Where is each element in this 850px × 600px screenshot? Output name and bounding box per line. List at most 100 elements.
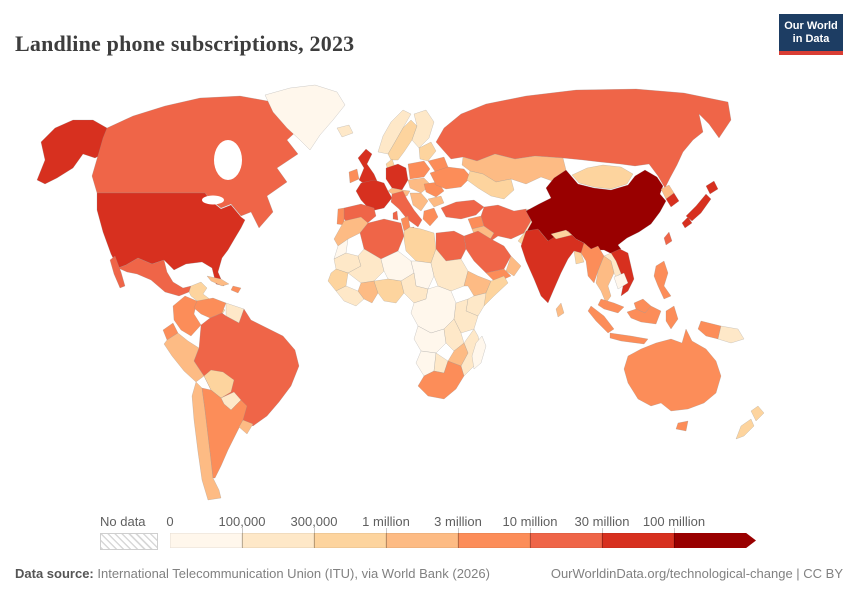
great-lakes [202,195,224,205]
legend-tick-mark [242,528,243,548]
country-malaysia[interactable] [597,298,625,314]
country-argentina[interactable] [201,387,248,479]
legend-bin-swatch-4[interactable] [458,533,530,548]
country-morocco[interactable] [333,216,369,247]
legend-bin-swatch-6[interactable] [602,533,674,548]
country-myanmar[interactable] [580,242,605,284]
legend-tick-mark [386,528,387,548]
country-taiwan[interactable] [663,231,673,246]
legend-tick-label: 3 million [434,514,482,529]
legend-bin-swatch-2[interactable] [314,533,386,548]
country-iran[interactable] [480,204,532,244]
legend-bin-swatch-0[interactable] [170,533,242,548]
owid-logo-box: Our World in Data [779,14,843,51]
country-japan-honshu[interactable] [685,193,712,222]
map-legend: No data 0 100,000 300,000 1 million 3 mi… [0,512,850,554]
country-greenland[interactable] [264,84,346,151]
page-title: Landline phone subscriptions, 2023 [15,30,355,56]
data-source-value: International Telecommunication Union (I… [93,566,490,581]
country-yemen[interactable] [485,268,512,284]
country-zimbabwe[interactable] [447,342,469,367]
country-italy-sardinia[interactable] [392,210,399,221]
legend-tick-label: 0 [166,514,174,529]
world-map [36,84,765,501]
legend-tick-label: 30 million [574,514,630,529]
legend-tick-mark [530,528,531,548]
country-baltics[interactable] [418,141,437,162]
country-finland[interactable] [411,109,435,149]
legend-no-data-swatch[interactable] [100,533,158,550]
country-sri-lanka[interactable] [555,302,565,318]
country-turkey[interactable] [440,199,485,220]
country-thailand[interactable] [595,255,615,304]
legend-tick-label: 300,000 [290,514,338,529]
country-poland[interactable] [407,160,431,180]
legend-tick-label: 1 million [362,514,410,529]
country-south-africa[interactable] [417,360,465,400]
country-new-zealand-south[interactable] [735,418,755,440]
country-indonesia-sumatra[interactable] [587,305,615,334]
country-madagascar[interactable] [471,335,487,370]
legend-no-data-label: No data [100,514,146,529]
owid-logo-red-bar [779,51,843,55]
legend-bin-swatch-3[interactable] [386,533,458,548]
country-hispaniola[interactable] [230,285,242,294]
country-libya[interactable] [403,226,437,264]
country-mexico[interactable] [117,257,192,297]
country-philippines[interactable] [653,260,672,300]
country-france[interactable] [355,179,393,212]
country-angola[interactable] [413,325,447,354]
country-mexico-baja[interactable] [109,255,126,289]
country-nepal[interactable] [550,229,573,240]
country-saudi-arabia[interactable] [463,230,512,274]
legend-tick-label: 100 million [642,514,706,529]
legend-tick-mark [674,528,675,548]
legend-tick-mark [602,528,603,548]
data-source-note: Data source: International Telecommunica… [15,566,490,581]
owid-logo-line1: Our World [784,20,838,32]
country-japan-kyushu[interactable] [681,216,693,229]
country-indonesia-java[interactable] [609,332,649,345]
credit-line: OurWorldinData.org/technological-change … [550,566,843,581]
country-greece[interactable] [422,207,439,227]
country-south-korea[interactable] [665,192,680,208]
country-indonesia-sulawesi[interactable] [665,305,679,330]
country-cuba[interactable] [206,275,230,287]
country-vietnam[interactable] [610,248,635,297]
country-ireland[interactable] [348,168,360,184]
country-bulgaria[interactable] [427,195,445,208]
legend-bin-swatch-5[interactable] [530,533,602,548]
legend-bin-swatch-7[interactable] [674,533,756,548]
country-ukraine[interactable] [429,166,472,190]
country-nigeria[interactable] [373,278,405,304]
country-cameroon-car[interactable] [400,272,429,304]
country-germany[interactable] [385,163,409,191]
country-new-zealand-north[interactable] [750,405,765,422]
legend-tick-label: 100,000 [218,514,266,529]
country-bangladesh[interactable] [573,250,585,265]
legend-tick-mark [314,528,315,548]
country-indonesia-kalimantan[interactable] [626,305,662,325]
country-cambodia[interactable] [613,272,629,290]
country-united-states[interactable] [96,192,246,287]
data-source-label: Data source: [15,566,94,581]
country-bolivia[interactable] [203,369,235,399]
country-balkans[interactable] [409,192,429,212]
country-australia-tasmania[interactable] [675,420,689,432]
country-italy[interactable] [390,190,423,228]
country-united-kingdom[interactable] [357,148,379,187]
country-central-asia[interactable] [466,170,515,200]
country-australia[interactable] [623,328,722,412]
country-uruguay[interactable] [238,419,254,435]
country-papua-new-guinea[interactable] [717,325,745,344]
legend-bin-swatch-1[interactable] [242,533,314,548]
owid-logo: Our World in Data [779,14,843,55]
country-iceland[interactable] [336,124,354,138]
country-japan-hokkaido[interactable] [705,180,719,195]
owid-logo-line2: in Data [792,33,830,45]
hudson-bay [214,140,242,180]
legend-tick-mark [458,528,459,548]
country-oman[interactable] [505,255,522,277]
country-mongolia[interactable] [571,164,634,190]
country-indonesia-papua[interactable] [697,320,722,340]
